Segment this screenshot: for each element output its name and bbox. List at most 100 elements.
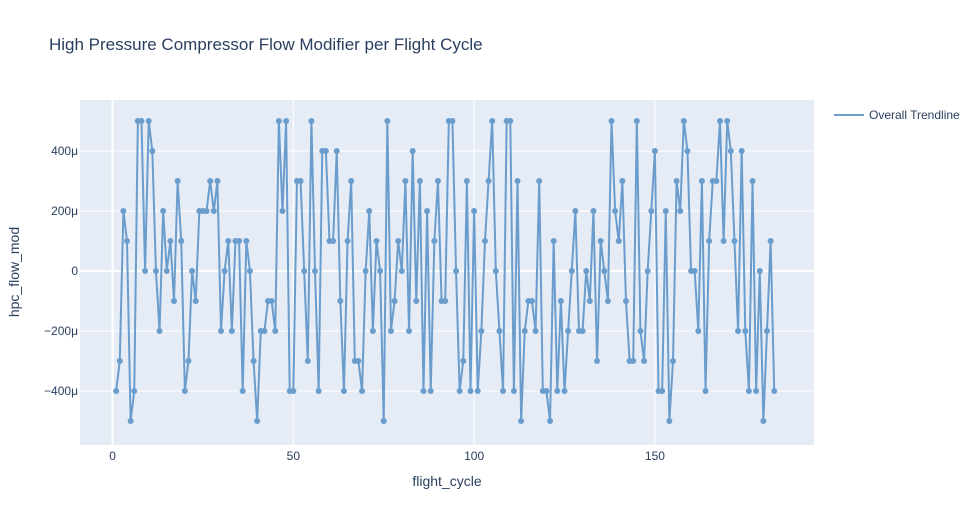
data-point[interactable] xyxy=(543,388,550,394)
data-point[interactable] xyxy=(398,268,405,274)
data-point[interactable] xyxy=(460,358,467,364)
data-point[interactable] xyxy=(203,208,210,214)
data-point[interactable] xyxy=(724,118,731,124)
data-point[interactable] xyxy=(192,298,199,304)
data-point[interactable] xyxy=(528,298,535,304)
data-point[interactable] xyxy=(612,208,619,214)
data-point[interactable] xyxy=(156,328,163,334)
data-point[interactable] xyxy=(720,238,727,244)
data-point[interactable] xyxy=(706,238,713,244)
data-point[interactable] xyxy=(648,208,655,214)
data-point[interactable] xyxy=(413,298,420,304)
data-point[interactable] xyxy=(185,358,192,364)
data-point[interactable] xyxy=(586,298,593,304)
data-point[interactable] xyxy=(691,268,698,274)
data-point[interactable] xyxy=(391,298,398,304)
data-point[interactable] xyxy=(250,358,257,364)
data-point[interactable] xyxy=(662,208,669,214)
data-point[interactable] xyxy=(124,238,130,244)
data-point[interactable] xyxy=(673,178,680,184)
data-point[interactable] xyxy=(579,328,586,334)
data-point[interactable] xyxy=(590,208,597,214)
data-point[interactable] xyxy=(362,268,369,274)
data-point[interactable] xyxy=(735,328,742,334)
data-point[interactable] xyxy=(630,358,637,364)
data-point[interactable] xyxy=(745,388,752,394)
data-point[interactable] xyxy=(666,418,673,424)
data-point[interactable] xyxy=(127,418,134,424)
data-point[interactable] xyxy=(366,208,373,214)
data-point[interactable] xyxy=(254,418,261,424)
data-point[interactable] xyxy=(348,178,355,184)
data-point[interactable] xyxy=(702,388,709,394)
data-point[interactable] xyxy=(152,268,159,274)
data-point[interactable] xyxy=(163,268,170,274)
data-point[interactable] xyxy=(492,268,499,274)
data-point[interactable] xyxy=(633,118,640,124)
data-point[interactable] xyxy=(651,148,658,154)
data-point[interactable] xyxy=(337,298,344,304)
data-point[interactable] xyxy=(731,238,738,244)
data-point[interactable] xyxy=(120,208,127,214)
data-point[interactable] xyxy=(355,358,362,364)
data-point[interactable] xyxy=(315,388,322,394)
data-point[interactable] xyxy=(500,388,507,394)
data-point[interactable] xyxy=(384,118,391,124)
data-point[interactable] xyxy=(753,388,760,394)
data-point[interactable] xyxy=(478,328,485,334)
data-point[interactable] xyxy=(695,328,702,334)
data-point[interactable] xyxy=(409,148,416,154)
data-point[interactable] xyxy=(727,148,734,154)
data-point[interactable] xyxy=(420,388,427,394)
data-point[interactable] xyxy=(604,298,611,304)
data-point[interactable] xyxy=(514,178,521,184)
data-point[interactable] xyxy=(312,268,319,274)
data-point[interactable] xyxy=(340,388,347,394)
data-point[interactable] xyxy=(297,178,304,184)
data-point[interactable] xyxy=(536,178,543,184)
data-point[interactable] xyxy=(181,388,188,394)
data-point[interactable] xyxy=(622,298,629,304)
data-point[interactable] xyxy=(243,238,250,244)
data-point[interactable] xyxy=(641,358,648,364)
data-point[interactable] xyxy=(322,148,329,154)
data-point[interactable] xyxy=(174,178,181,184)
data-point[interactable] xyxy=(402,178,409,184)
data-point[interactable] xyxy=(283,118,290,124)
data-point[interactable] xyxy=(268,298,275,304)
data-point[interactable] xyxy=(167,238,174,244)
data-point[interactable] xyxy=(557,298,564,304)
data-point[interactable] xyxy=(637,328,644,334)
data-point[interactable] xyxy=(572,208,579,214)
data-point[interactable] xyxy=(160,208,167,214)
data-point[interactable] xyxy=(749,178,756,184)
data-point[interactable] xyxy=(532,328,539,334)
data-point[interactable] xyxy=(380,418,387,424)
data-point[interactable] xyxy=(131,388,138,394)
data-point[interactable] xyxy=(275,118,282,124)
data-point[interactable] xyxy=(424,208,431,214)
data-point[interactable] xyxy=(738,148,745,154)
data-point[interactable] xyxy=(456,388,463,394)
data-point[interactable] xyxy=(373,238,380,244)
data-point[interactable] xyxy=(449,118,456,124)
data-point[interactable] xyxy=(742,328,749,334)
data-point[interactable] xyxy=(565,328,572,334)
data-point[interactable] xyxy=(301,268,308,274)
data-point[interactable] xyxy=(713,178,720,184)
data-point[interactable] xyxy=(463,178,470,184)
data-point[interactable] xyxy=(583,268,590,274)
data-point[interactable] xyxy=(507,118,514,124)
data-point[interactable] xyxy=(510,388,517,394)
data-point[interactable] xyxy=(239,388,246,394)
data-point[interactable] xyxy=(521,328,528,334)
data-point[interactable] xyxy=(644,268,651,274)
data-point[interactable] xyxy=(568,268,575,274)
data-point[interactable] xyxy=(387,328,394,334)
data-point[interactable] xyxy=(178,238,185,244)
data-point[interactable] xyxy=(145,118,152,124)
data-point[interactable] xyxy=(597,238,604,244)
data-point[interactable] xyxy=(171,298,178,304)
data-point[interactable] xyxy=(304,358,311,364)
legend[interactable]: Overall Trendline xyxy=(834,108,960,122)
